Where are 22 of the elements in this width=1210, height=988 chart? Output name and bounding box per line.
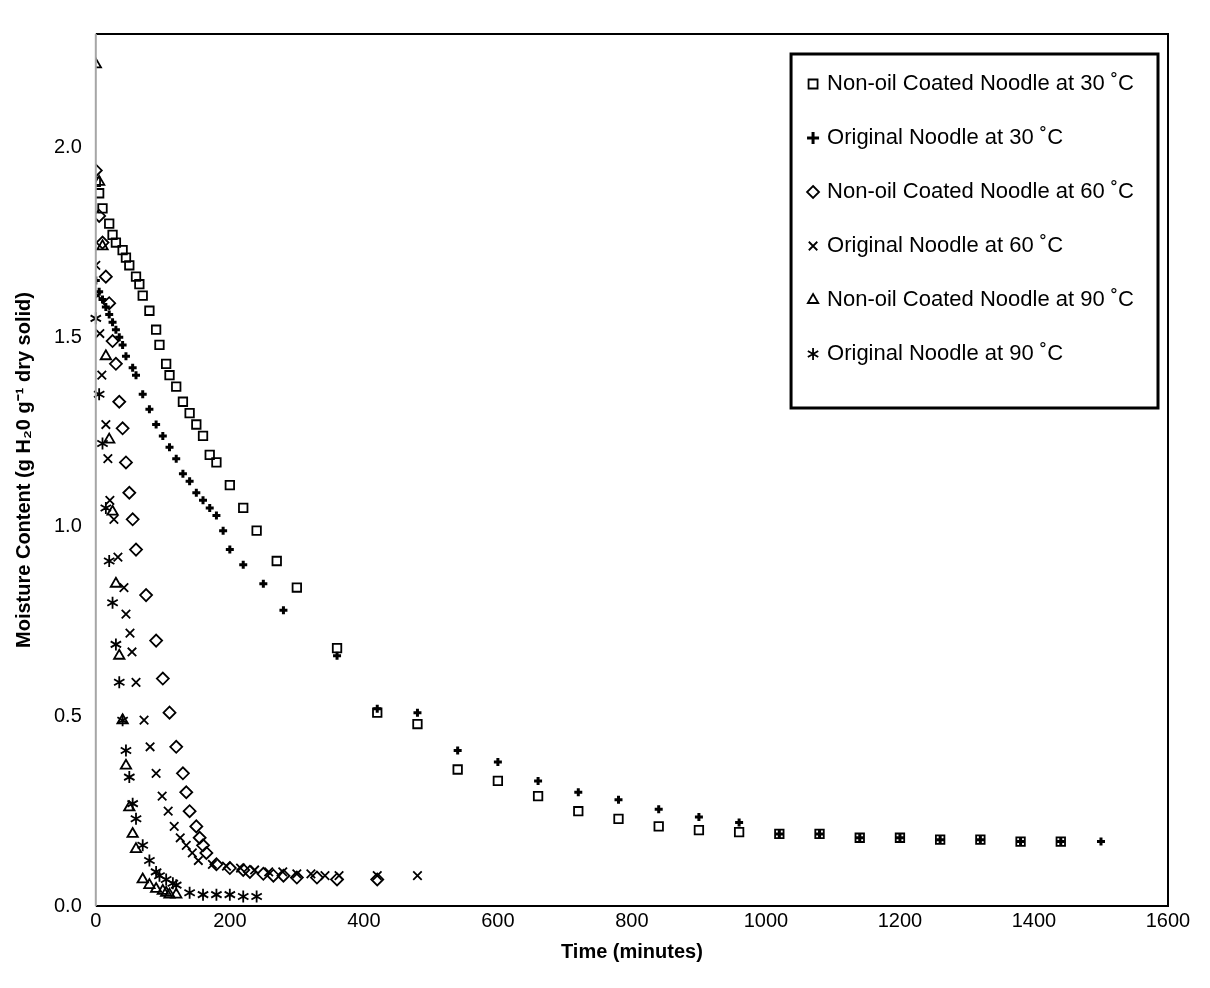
y-tick-label: 1.0 <box>53 514 82 537</box>
y-tick-label: 0.0 <box>53 893 82 916</box>
y-tick-label: 2.0 <box>53 135 82 158</box>
x-axis-title: Time (minutes) <box>560 939 703 962</box>
x-tick-label: 400 <box>347 908 381 931</box>
x-tick-label: 800 <box>615 908 649 931</box>
x-tick-label: 600 <box>481 908 515 931</box>
legend-label: Non-oil Coated Noodle at 60 ˚C <box>827 178 1135 204</box>
x-tick-label: 1600 <box>1145 908 1191 931</box>
y-axis-title: Moisture Content (g H₂0 g⁻¹ dry solid) <box>11 292 34 648</box>
x-tick-label: 0 <box>90 908 102 931</box>
legend-label: Non-oil Coated Noodle at 30 ˚C <box>827 70 1135 96</box>
y-tick-label: 0.5 <box>53 703 82 726</box>
legend-label: Original Noodle at 60 ˚C <box>827 232 1064 258</box>
x-tick-label: 1000 <box>743 908 789 931</box>
legend-label: Original Noodle at 90 ˚C <box>827 340 1064 366</box>
x-tick-label: 1400 <box>1011 908 1057 931</box>
legend-label: Original Noodle at 30 ˚C <box>827 124 1064 150</box>
y-tick-label: 1.5 <box>53 324 82 347</box>
x-tick-label: 1200 <box>877 908 923 931</box>
legend-label: Non-oil Coated Noodle at 90 ˚C <box>827 286 1135 312</box>
x-tick-label: 200 <box>213 908 247 931</box>
